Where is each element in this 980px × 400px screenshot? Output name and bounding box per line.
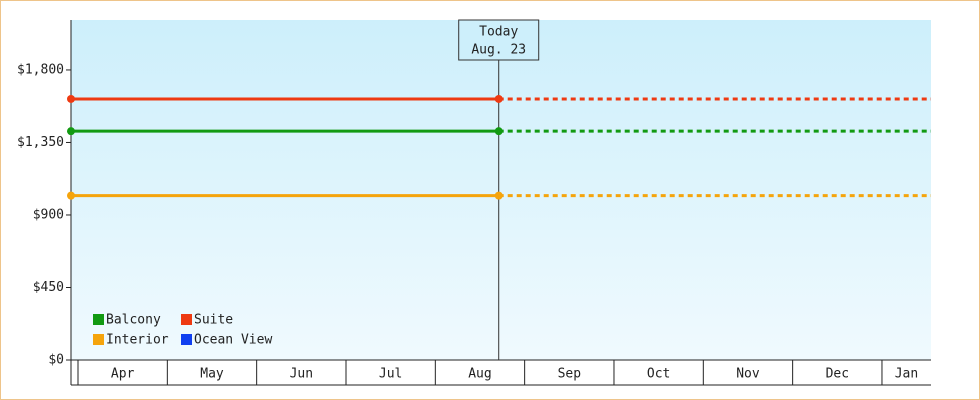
point [67, 94, 75, 103]
x-tick-label: Jul [379, 367, 402, 382]
y-tick-label: $900 [33, 207, 64, 222]
today-box [458, 19, 540, 61]
x-tick-label: Dec [826, 367, 849, 382]
legend-swatch [93, 314, 104, 325]
y-tick-label: $1,800 [17, 62, 64, 77]
legend-label: Balcony [106, 313, 161, 328]
x-tick-label: Jun [290, 367, 313, 382]
today-label: Today [479, 25, 518, 40]
x-tick-label: Oct [647, 367, 670, 382]
today-date: Aug. 23 [471, 43, 526, 58]
point [67, 127, 75, 136]
legend-label: Ocean View [194, 333, 272, 348]
point [494, 94, 503, 103]
x-tick-label: May [200, 367, 224, 382]
y-tick-label: $450 [33, 280, 64, 295]
legend-swatch [181, 334, 192, 345]
x-tick-label: Nov [736, 367, 760, 382]
x-tick-label: Apr [111, 367, 135, 382]
plot-area [71, 20, 931, 360]
y-tick-label: $1,350 [17, 135, 64, 150]
point [494, 127, 503, 136]
legend-swatch [181, 314, 192, 325]
point [67, 191, 75, 200]
x-tick-label: Aug [468, 367, 491, 382]
x-tick-label: Sep [558, 367, 582, 382]
x-tick-label: Jan [895, 367, 918, 382]
legend-label: Suite [194, 313, 233, 328]
y-tick-label: $0 [48, 353, 64, 368]
legend-label: Interior [106, 333, 169, 348]
legend-swatch [93, 334, 104, 345]
point [494, 191, 503, 200]
